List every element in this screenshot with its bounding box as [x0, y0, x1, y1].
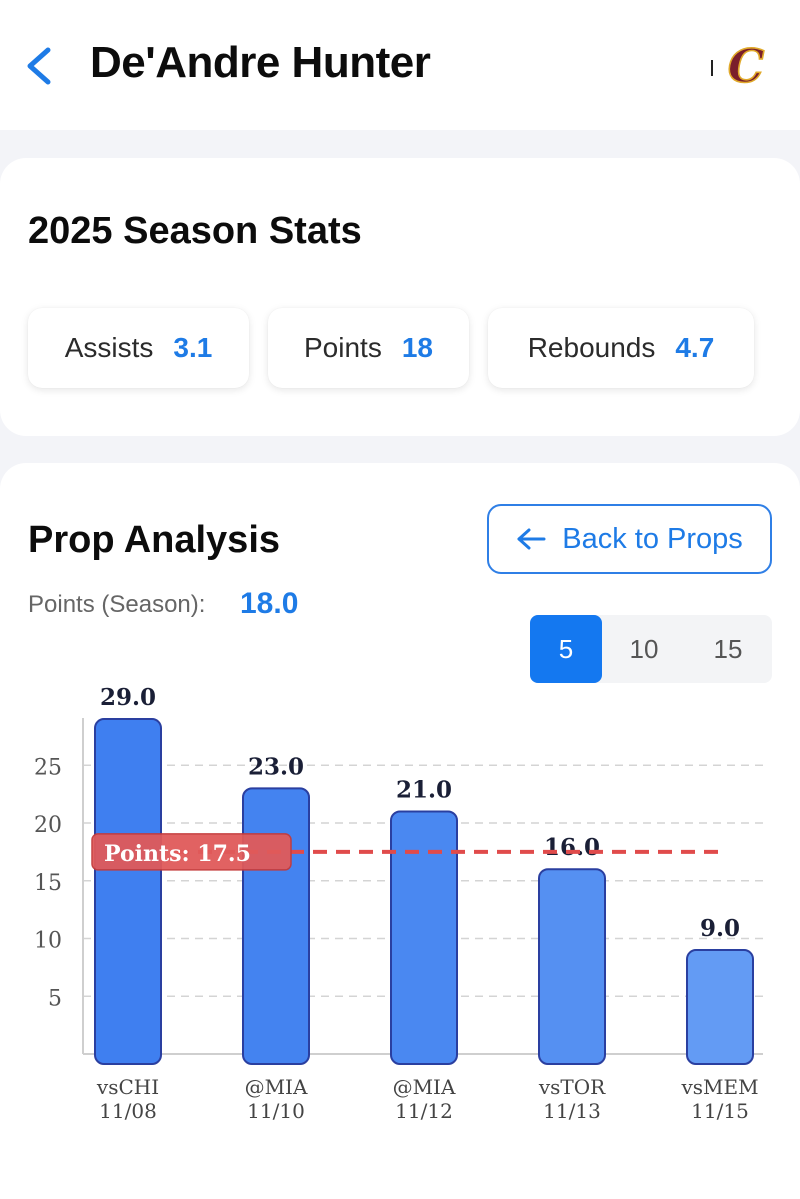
- x-date-label: 11/08: [99, 1099, 157, 1123]
- season-stats-card: 2025 Season Stats Assists 3.1 Points 18 …: [0, 158, 800, 436]
- points-bar-chart: 51015202529.0vsCHI11/0823.0@MIA11/1021.0…: [34, 684, 763, 1123]
- back-to-props-button[interactable]: Back to Props: [487, 504, 772, 574]
- back-to-props-label: Back to Props: [562, 522, 743, 555]
- x-date-label: 11/12: [395, 1099, 453, 1123]
- bar: [242, 787, 310, 1065]
- stat-rebounds[interactable]: Rebounds 4.7: [488, 308, 754, 388]
- header: De'Andre Hunter C: [0, 0, 800, 130]
- bar-value-label: 29.0: [100, 684, 156, 711]
- stat-value: 4.7: [675, 332, 715, 363]
- bar-value-label: 21.0: [396, 776, 452, 803]
- bar: [538, 868, 606, 1065]
- x-date-label: 11/15: [691, 1099, 749, 1123]
- header-divider: [711, 60, 713, 76]
- x-category-label: @MIA: [393, 1075, 456, 1099]
- team-logo-icon: C: [727, 42, 766, 90]
- bar-value-label: 9.0: [700, 915, 740, 942]
- stat-label: Assists: [64, 332, 154, 363]
- y-tick-label: 10: [34, 929, 62, 954]
- arrow-left-icon: [517, 528, 546, 550]
- x-date-label: 11/10: [247, 1099, 305, 1123]
- y-tick-label: 15: [34, 871, 62, 896]
- stat-label: Rebounds: [527, 332, 656, 363]
- player-name: De'Andre Hunter: [90, 38, 431, 87]
- game-count-option-10[interactable]: 10: [629, 633, 659, 664]
- x-category-label: vsMEM: [680, 1075, 758, 1099]
- season-points-value: 18.0: [240, 587, 299, 620]
- game-count-option-15[interactable]: 15: [713, 633, 743, 664]
- prop-analysis-title: Prop Analysis: [28, 519, 281, 561]
- x-category-label: vsTOR: [538, 1075, 606, 1099]
- season-stats-title: 2025 Season Stats: [28, 210, 362, 252]
- bar-value-label: 23.0: [248, 753, 304, 780]
- stat-value: 3.1: [173, 332, 213, 363]
- svg-text:C: C: [728, 42, 765, 90]
- y-tick-label: 25: [34, 755, 62, 780]
- prop-analysis-card: Prop Analysis Back to Props Points (Seas…: [0, 463, 800, 1199]
- reference-line-label-box: [91, 833, 292, 871]
- stat-value: 18: [401, 332, 433, 363]
- back-chevron-icon[interactable]: [22, 44, 62, 88]
- x-date-label: 11/13: [543, 1099, 601, 1123]
- bar: [390, 810, 458, 1065]
- game-count-option-5[interactable]: 5: [530, 615, 602, 683]
- stat-points[interactable]: Points 18: [268, 308, 469, 388]
- x-category-label: @MIA: [245, 1075, 308, 1099]
- bar: [686, 949, 754, 1065]
- bar-value-label: 16.0: [544, 834, 600, 861]
- season-points-label: Points (Season):: [28, 591, 206, 618]
- stat-label: Points: [304, 332, 382, 363]
- y-tick-label: 5: [48, 986, 62, 1011]
- bar: [94, 718, 162, 1066]
- reference-line-label: Points: 17.5: [104, 841, 251, 867]
- stat-assists[interactable]: Assists 3.1: [28, 308, 249, 388]
- x-category-label: vsCHI: [96, 1075, 159, 1099]
- y-tick-label: 20: [34, 813, 62, 838]
- game-count-selector: 5 10 15: [530, 615, 772, 683]
